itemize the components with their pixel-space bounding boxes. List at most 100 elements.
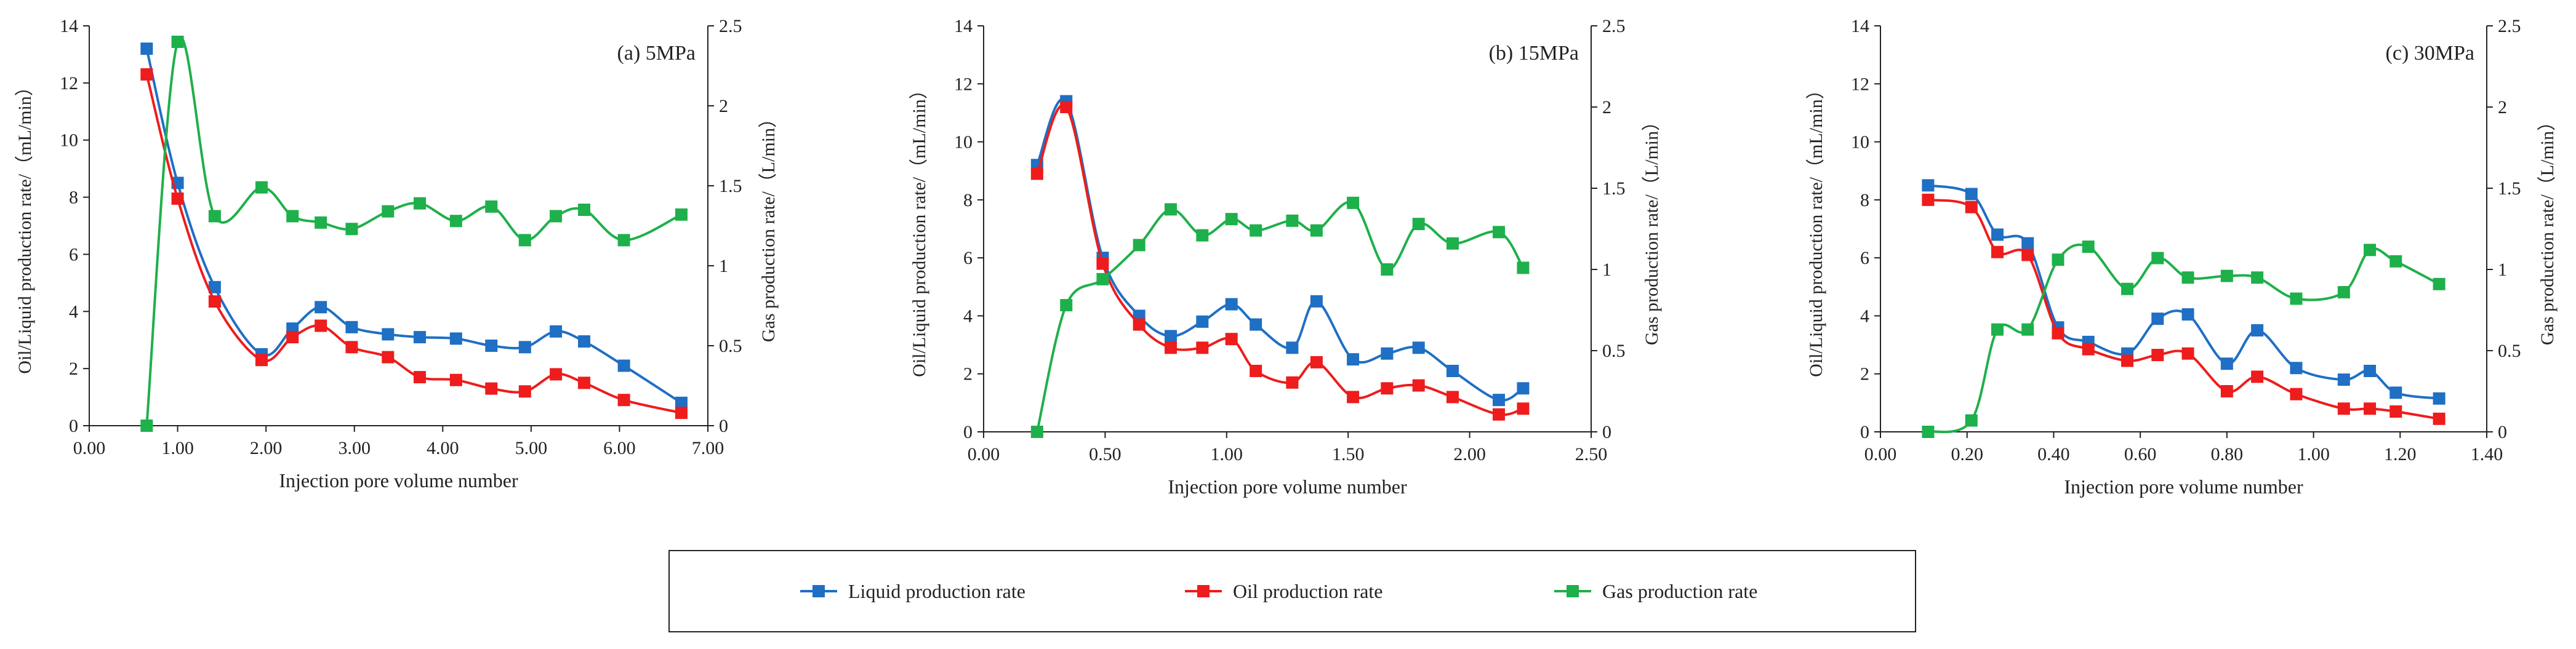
data-point-gas xyxy=(208,210,221,223)
data-point-liquid xyxy=(449,332,462,345)
data-point-liquid xyxy=(1412,341,1425,354)
data-point-liquid xyxy=(485,340,498,352)
data-point-gas xyxy=(1922,426,1935,438)
y-left-tick-label: 0 xyxy=(1860,422,1869,442)
y-right-tick-label: 0.5 xyxy=(2498,341,2521,361)
data-point-oil xyxy=(208,295,221,308)
data-point-oil xyxy=(413,371,426,384)
data-point-liquid xyxy=(2251,324,2264,336)
x-tick-label: 0.40 xyxy=(2037,444,2070,464)
data-point-gas xyxy=(2181,271,2194,284)
data-point-liquid xyxy=(1965,188,1978,201)
data-point-liquid xyxy=(1164,330,1177,343)
data-point-gas xyxy=(1250,224,1262,237)
data-point-gas xyxy=(675,208,688,221)
data-point-oil xyxy=(2364,402,2377,415)
data-point-liquid xyxy=(1517,382,1530,395)
x-axis-label: Injection pore volume number xyxy=(1168,476,1407,498)
x-tick-label: 0.80 xyxy=(2211,444,2244,464)
data-point-gas xyxy=(1096,273,1109,285)
data-point-oil xyxy=(1030,167,1043,180)
x-tick-label: 7.00 xyxy=(692,438,724,458)
data-point-gas xyxy=(617,234,630,247)
data-point-oil xyxy=(485,382,498,395)
data-point-oil xyxy=(2151,349,2164,362)
data-point-gas xyxy=(2364,244,2377,257)
data-point-liquid xyxy=(1446,365,1459,377)
data-point-oil xyxy=(1060,101,1073,113)
data-point-oil xyxy=(1517,402,1530,415)
legend-label-liquid: Liquid production rate xyxy=(848,580,1025,602)
legend-label-oil: Oil production rate xyxy=(1233,580,1382,602)
data-point-gas xyxy=(518,234,531,247)
data-point-gas xyxy=(485,200,498,213)
data-point-oil xyxy=(518,385,531,398)
y-left-tick-label: 8 xyxy=(69,188,78,208)
y-left-axis-label: Oil/Liquid production rate/（mL/min） xyxy=(1806,81,1826,377)
data-point-liquid xyxy=(2433,392,2446,405)
panel-b-15mpa: 0.00 0.50 1.00 1.50 2.00 2.500246810121400.51… xyxy=(909,16,1662,498)
data-point-gas xyxy=(2021,323,2034,336)
x-tick-label: 2.00 xyxy=(250,438,283,458)
data-point-liquid xyxy=(2151,313,2164,325)
legend-item-oil: Oil production rate xyxy=(1185,580,1382,602)
y-left-tick-label: 12 xyxy=(60,73,78,94)
x-tick-label: 2.00 xyxy=(1453,444,1486,464)
y-left-tick-label: 8 xyxy=(963,190,973,210)
data-point-oil xyxy=(2181,347,2194,360)
data-point-liquid xyxy=(1492,394,1505,407)
data-point-liquid xyxy=(2021,237,2034,250)
data-point-liquid xyxy=(2337,373,2350,386)
data-point-gas xyxy=(2082,241,2095,253)
data-point-liquid xyxy=(550,325,563,338)
data-point-oil xyxy=(1310,356,1323,368)
data-point-liquid xyxy=(1286,341,1299,354)
data-point-gas xyxy=(1381,263,1394,276)
x-tick-label: 1.00 xyxy=(161,438,194,458)
data-point-oil xyxy=(1446,391,1459,404)
legend-marker-liquid xyxy=(813,585,825,597)
legend-label-gas: Gas production rate xyxy=(1602,580,1757,602)
legend-box xyxy=(668,550,1916,632)
y-right-tick-label: 0.5 xyxy=(719,336,742,356)
data-point-oil xyxy=(286,331,299,344)
y-left-tick-label: 0 xyxy=(69,416,78,436)
y-left-tick-label: 2 xyxy=(1860,364,1869,384)
data-point-liquid xyxy=(1310,295,1323,308)
series-line-liquid xyxy=(1928,184,2439,400)
data-point-oil xyxy=(1225,333,1238,346)
data-point-liquid xyxy=(1381,347,1394,360)
x-tick-label: 0.00 xyxy=(1864,444,1897,464)
data-point-liquid xyxy=(675,396,688,409)
data-point-liquid xyxy=(208,281,221,293)
y-right-axis-label: Gas production rate/（L/min） xyxy=(1642,113,1662,345)
series-line-oil xyxy=(145,74,682,415)
data-point-gas xyxy=(171,36,184,48)
y-right-tick-label: 2.5 xyxy=(1602,16,1626,36)
data-point-oil xyxy=(1096,257,1109,270)
data-point-gas xyxy=(1965,414,1978,427)
x-tick-label: 0.60 xyxy=(2124,444,2157,464)
x-tick-label: 1.00 xyxy=(2297,444,2330,464)
data-point-liquid xyxy=(1991,228,2004,241)
y-left-tick-label: 14 xyxy=(1851,16,1869,36)
data-point-oil xyxy=(2389,405,2402,418)
x-tick-label: 1.40 xyxy=(2471,444,2503,464)
data-point-gas xyxy=(2251,271,2264,284)
data-point-gas xyxy=(1517,261,1530,274)
data-point-oil xyxy=(1991,245,2004,258)
data-point-gas xyxy=(449,215,462,228)
data-point-gas xyxy=(1347,196,1360,209)
data-point-gas xyxy=(1286,214,1299,227)
data-point-liquid xyxy=(2181,308,2194,321)
y-right-tick-label: 2 xyxy=(1602,97,1611,117)
y-right-tick-label: 0 xyxy=(2498,422,2507,442)
y-left-tick-label: 12 xyxy=(954,74,973,94)
data-point-gas xyxy=(413,197,426,210)
y-left-tick-label: 14 xyxy=(60,16,78,36)
x-tick-label: 4.00 xyxy=(427,438,459,458)
series-line-oil xyxy=(1928,198,2439,420)
data-point-oil xyxy=(1286,376,1299,389)
y-left-axis-label: Oil/Liquid production rate/（mL/min） xyxy=(15,78,35,374)
y-right-tick-label: 1 xyxy=(719,256,728,276)
